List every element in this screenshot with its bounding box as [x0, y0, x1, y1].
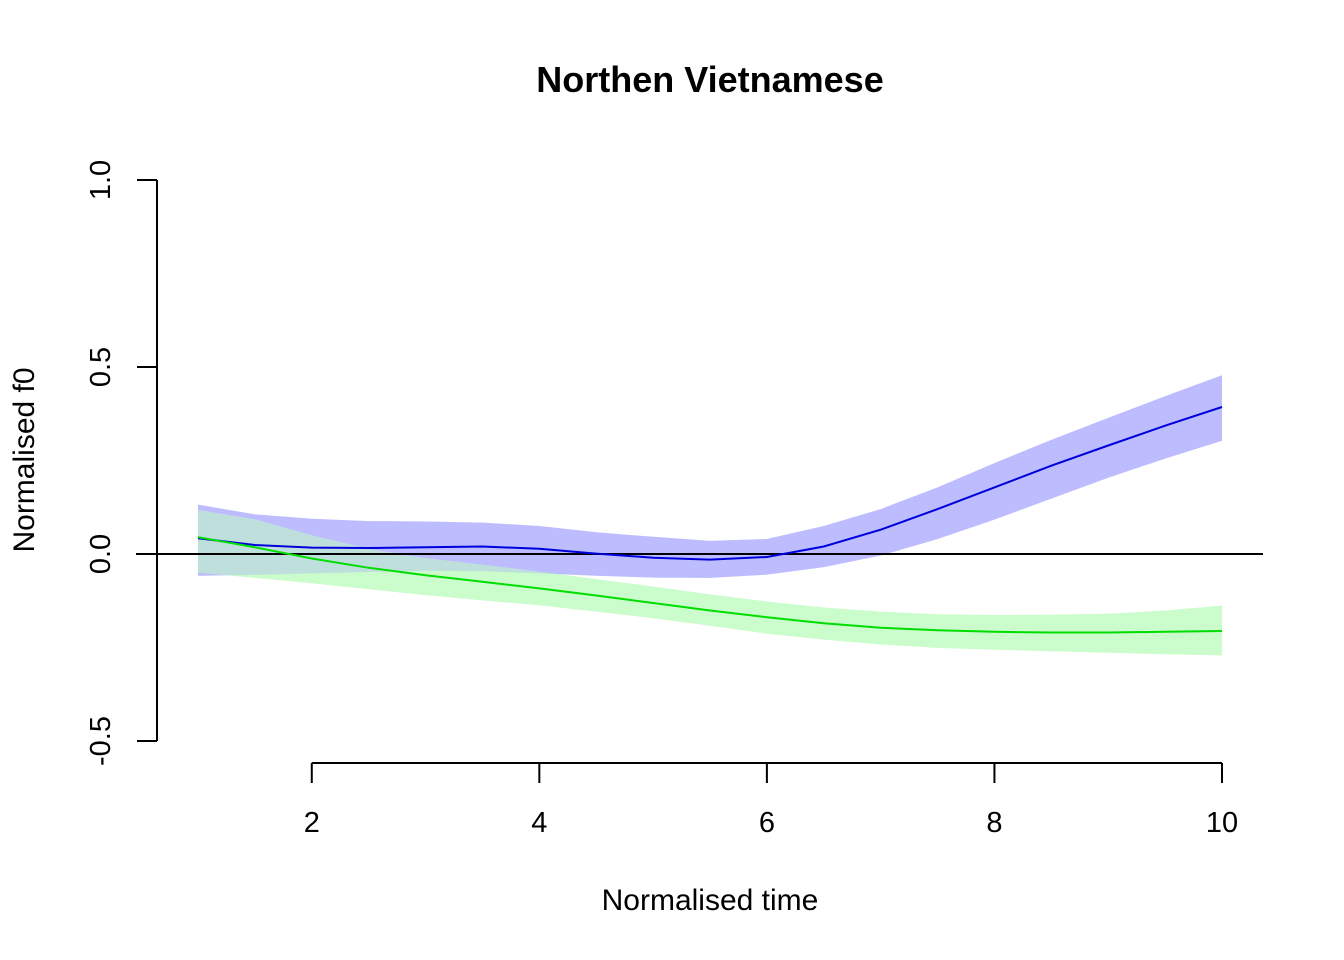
y-tick-label: 0.0	[85, 534, 117, 574]
series-line-1	[197, 406, 1223, 561]
ribbon-series-2	[198, 509, 1222, 656]
y-axis-label: Normalised f0	[8, 367, 41, 552]
ribbon-overlap	[198, 375, 1222, 578]
x-tick-label: 2	[304, 807, 320, 839]
ribbon-series-1	[198, 375, 1222, 578]
x-tick-label: 4	[531, 807, 547, 839]
y-tick-label: 1.0	[85, 160, 117, 200]
x-tick-label: 10	[1206, 807, 1238, 839]
y-tick-label: -0.5	[85, 716, 117, 766]
series-line-2	[197, 536, 1223, 634]
x-axis-label: Normalised time	[602, 884, 819, 917]
plot-area	[136, 375, 1263, 656]
axes: -0.5 0.0 0.5 1.0 2 4 6 8 10	[85, 160, 1238, 839]
x-tick-label: 8	[986, 807, 1002, 839]
chart-title: Northen Vietnamese	[536, 59, 883, 100]
x-tick-label: 6	[759, 807, 775, 839]
y-tick-label: 0.5	[85, 347, 117, 387]
